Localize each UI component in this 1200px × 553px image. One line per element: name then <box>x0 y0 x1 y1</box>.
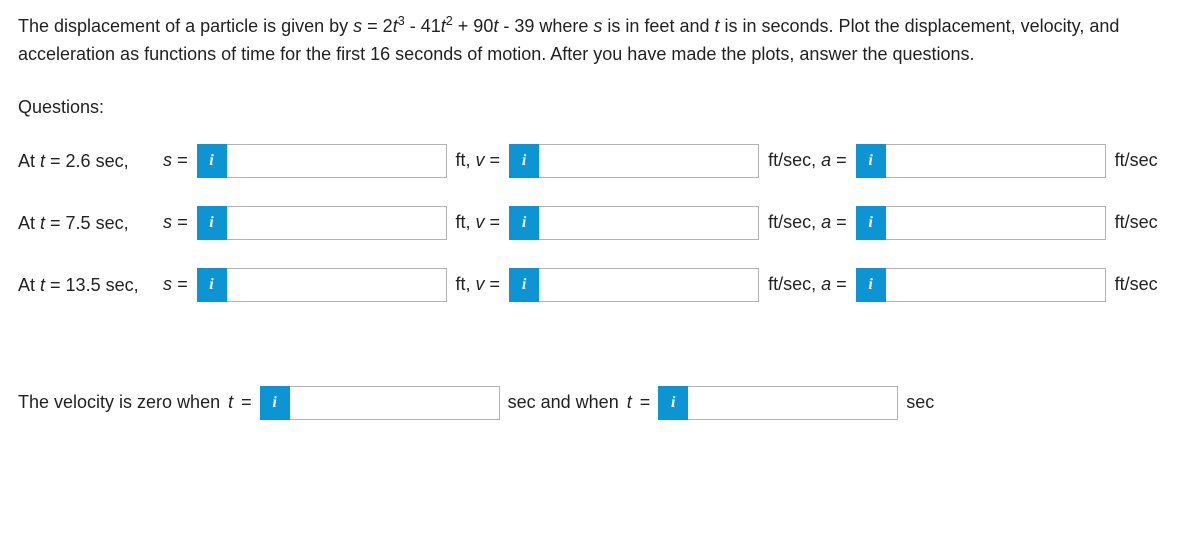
row-time-label: At t = 7.5 sec, <box>18 212 154 235</box>
velocity-zero-unit: sec <box>906 392 934 413</box>
v-input-group: i <box>509 144 759 178</box>
answer-row: At t = 2.6 sec, s = i ft, v = i ft/sec, a = i f… <box>18 144 1182 178</box>
velocity-zero-text-pre: The velocity is zero when <box>18 392 220 413</box>
s-equals-label: s = <box>163 150 188 171</box>
velocity-zero-input-1[interactable] <box>290 386 500 420</box>
a-unit: ft/sec <box>1115 212 1158 233</box>
velocity-zero-input-group-2: i <box>658 386 898 420</box>
a-input[interactable] <box>886 268 1106 302</box>
row-time-label: At t = 13.5 sec, <box>18 274 154 297</box>
v-input[interactable] <box>539 268 759 302</box>
s-input-group: i <box>197 268 447 302</box>
v-input[interactable] <box>539 206 759 240</box>
velocity-zero-eq1: = <box>241 392 252 413</box>
info-icon[interactable]: i <box>197 144 227 178</box>
s-unit-v-pre: ft, v = <box>456 274 501 295</box>
a-unit: ft/sec <box>1115 150 1158 171</box>
s-equals-label: s = <box>163 274 188 295</box>
answers-scroll-area[interactable]: At t = 2.6 sec,s =ift, v =ift/sec, a =if… <box>18 144 1182 346</box>
info-icon[interactable]: i <box>509 206 539 240</box>
velocity-zero-row: The velocity is zero when t = i sec and … <box>18 386 1182 420</box>
info-icon[interactable]: i <box>856 144 886 178</box>
s-input[interactable] <box>227 206 447 240</box>
velocity-zero-tvar1: t <box>228 392 233 413</box>
s-equals-label: s = <box>163 212 188 233</box>
s-unit-v-pre: ft, v = <box>456 212 501 233</box>
s-unit-v-pre: ft, v = <box>456 150 501 171</box>
v-input[interactable] <box>539 144 759 178</box>
velocity-zero-input-2[interactable] <box>688 386 898 420</box>
s-input[interactable] <box>227 268 447 302</box>
v-unit-a-pre: ft/sec, a = <box>768 212 847 233</box>
info-icon[interactable]: i <box>197 268 227 302</box>
info-icon[interactable]: i <box>856 206 886 240</box>
velocity-zero-tvar2: t <box>627 392 632 413</box>
info-icon[interactable]: i <box>856 268 886 302</box>
v-unit-a-pre: ft/sec, a = <box>768 274 847 295</box>
velocity-zero-mid: sec and when <box>508 392 619 413</box>
answer-row: At t = 7.5 sec, s = i ft, v = i ft/sec, a = i f… <box>18 206 1182 240</box>
info-icon[interactable]: i <box>509 144 539 178</box>
a-input-group: i <box>856 268 1106 302</box>
info-icon[interactable]: i <box>658 386 688 420</box>
problem-statement: The displacement of a particle is given … <box>18 12 1182 69</box>
info-icon[interactable]: i <box>260 386 290 420</box>
a-input-group: i <box>856 206 1106 240</box>
a-input[interactable] <box>886 144 1106 178</box>
s-input-group: i <box>197 144 447 178</box>
velocity-zero-eq2: = <box>640 392 651 413</box>
velocity-zero-input-group-1: i <box>260 386 500 420</box>
questions-heading: Questions: <box>18 97 1182 118</box>
v-input-group: i <box>509 268 759 302</box>
a-input-group: i <box>856 144 1106 178</box>
a-input[interactable] <box>886 206 1106 240</box>
v-unit-a-pre: ft/sec, a = <box>768 150 847 171</box>
info-icon[interactable]: i <box>197 206 227 240</box>
s-input[interactable] <box>227 144 447 178</box>
info-icon[interactable]: i <box>509 268 539 302</box>
row-time-label: At t = 2.6 sec, <box>18 150 154 173</box>
s-input-group: i <box>197 206 447 240</box>
answer-row: At t = 13.5 sec, s = i ft, v = i ft/sec, a = i… <box>18 268 1182 302</box>
v-input-group: i <box>509 206 759 240</box>
a-unit: ft/sec <box>1115 274 1158 295</box>
